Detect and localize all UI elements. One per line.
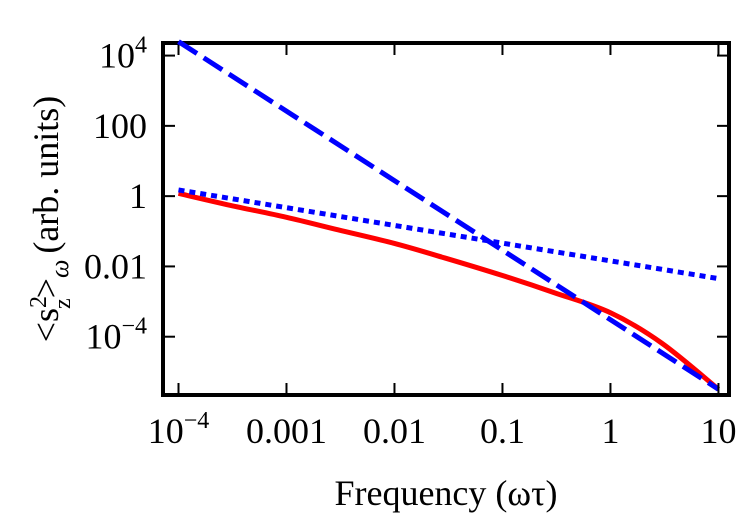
x-axis-label: Frequency (ωτ) bbox=[334, 473, 557, 513]
y-tick-label: 0.01 bbox=[84, 246, 147, 286]
y-tick-label: 104 bbox=[99, 33, 147, 76]
x-tick-label: 0.1 bbox=[480, 411, 525, 451]
y-tick-label: 1 bbox=[129, 176, 147, 216]
series-dotted-blue bbox=[178, 187, 719, 282]
series-solid-red bbox=[177, 190, 721, 392]
x-tick-label: 1 bbox=[601, 411, 619, 451]
y-tick-label: 10−4 bbox=[85, 314, 147, 357]
x-tick-label: 0.001 bbox=[246, 411, 327, 451]
x-tick-label: 10−4 bbox=[148, 408, 210, 451]
x-tick-label: 10 bbox=[700, 411, 736, 451]
series-dashed-blue bbox=[177, 39, 720, 392]
y-tick-label: 100 bbox=[93, 106, 147, 146]
series-layer bbox=[177, 39, 721, 392]
y-axis-label: <s2z>ω(arb. units) bbox=[26, 96, 76, 343]
x-tick-label: 0.01 bbox=[363, 411, 426, 451]
tick-layer: 10−4 0.001 0.01 0.1 1 10 104 100 1 0.01 10−4 bbox=[84, 33, 736, 451]
plot-frame bbox=[161, 41, 731, 397]
